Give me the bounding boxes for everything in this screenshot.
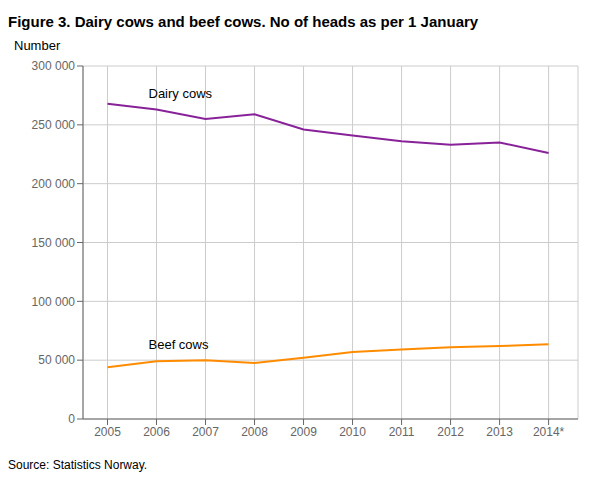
svg-text:2008: 2008 <box>241 425 268 439</box>
svg-text:2006: 2006 <box>143 425 170 439</box>
html-text:Figure 3. Dairy cows and beef: Figure 3. Dairy cows and beef cows. No o… <box>8 13 479 30</box>
svg-text:Dairy cows: Dairy cows <box>149 86 213 101</box>
svg-text:2012: 2012 <box>437 425 464 439</box>
svg-text:Beef cows: Beef cows <box>149 337 209 352</box>
svg-text:2013: 2013 <box>486 425 513 439</box>
svg-text:250 000: 250 000 <box>32 118 76 132</box>
svg-text:2014*: 2014* <box>533 425 565 439</box>
svg-text:50 000: 50 000 <box>38 353 75 367</box>
svg-text:2007: 2007 <box>192 425 219 439</box>
svg-text:300 000: 300 000 <box>32 59 76 73</box>
html-text:Number: Number <box>14 38 61 53</box>
svg-text:2011: 2011 <box>389 425 415 439</box>
svg-text:150 000: 150 000 <box>32 236 76 250</box>
svg-text:2009: 2009 <box>290 425 317 439</box>
svg-text:100 000: 100 000 <box>32 295 76 309</box>
svg-text:0: 0 <box>68 412 75 426</box>
svg-text:2005: 2005 <box>94 425 121 439</box>
svg-text:2010: 2010 <box>339 425 366 439</box>
html-text:Source: Statistics Norway.: Source: Statistics Norway. <box>8 458 148 472</box>
svg-text:200 000: 200 000 <box>32 177 76 191</box>
